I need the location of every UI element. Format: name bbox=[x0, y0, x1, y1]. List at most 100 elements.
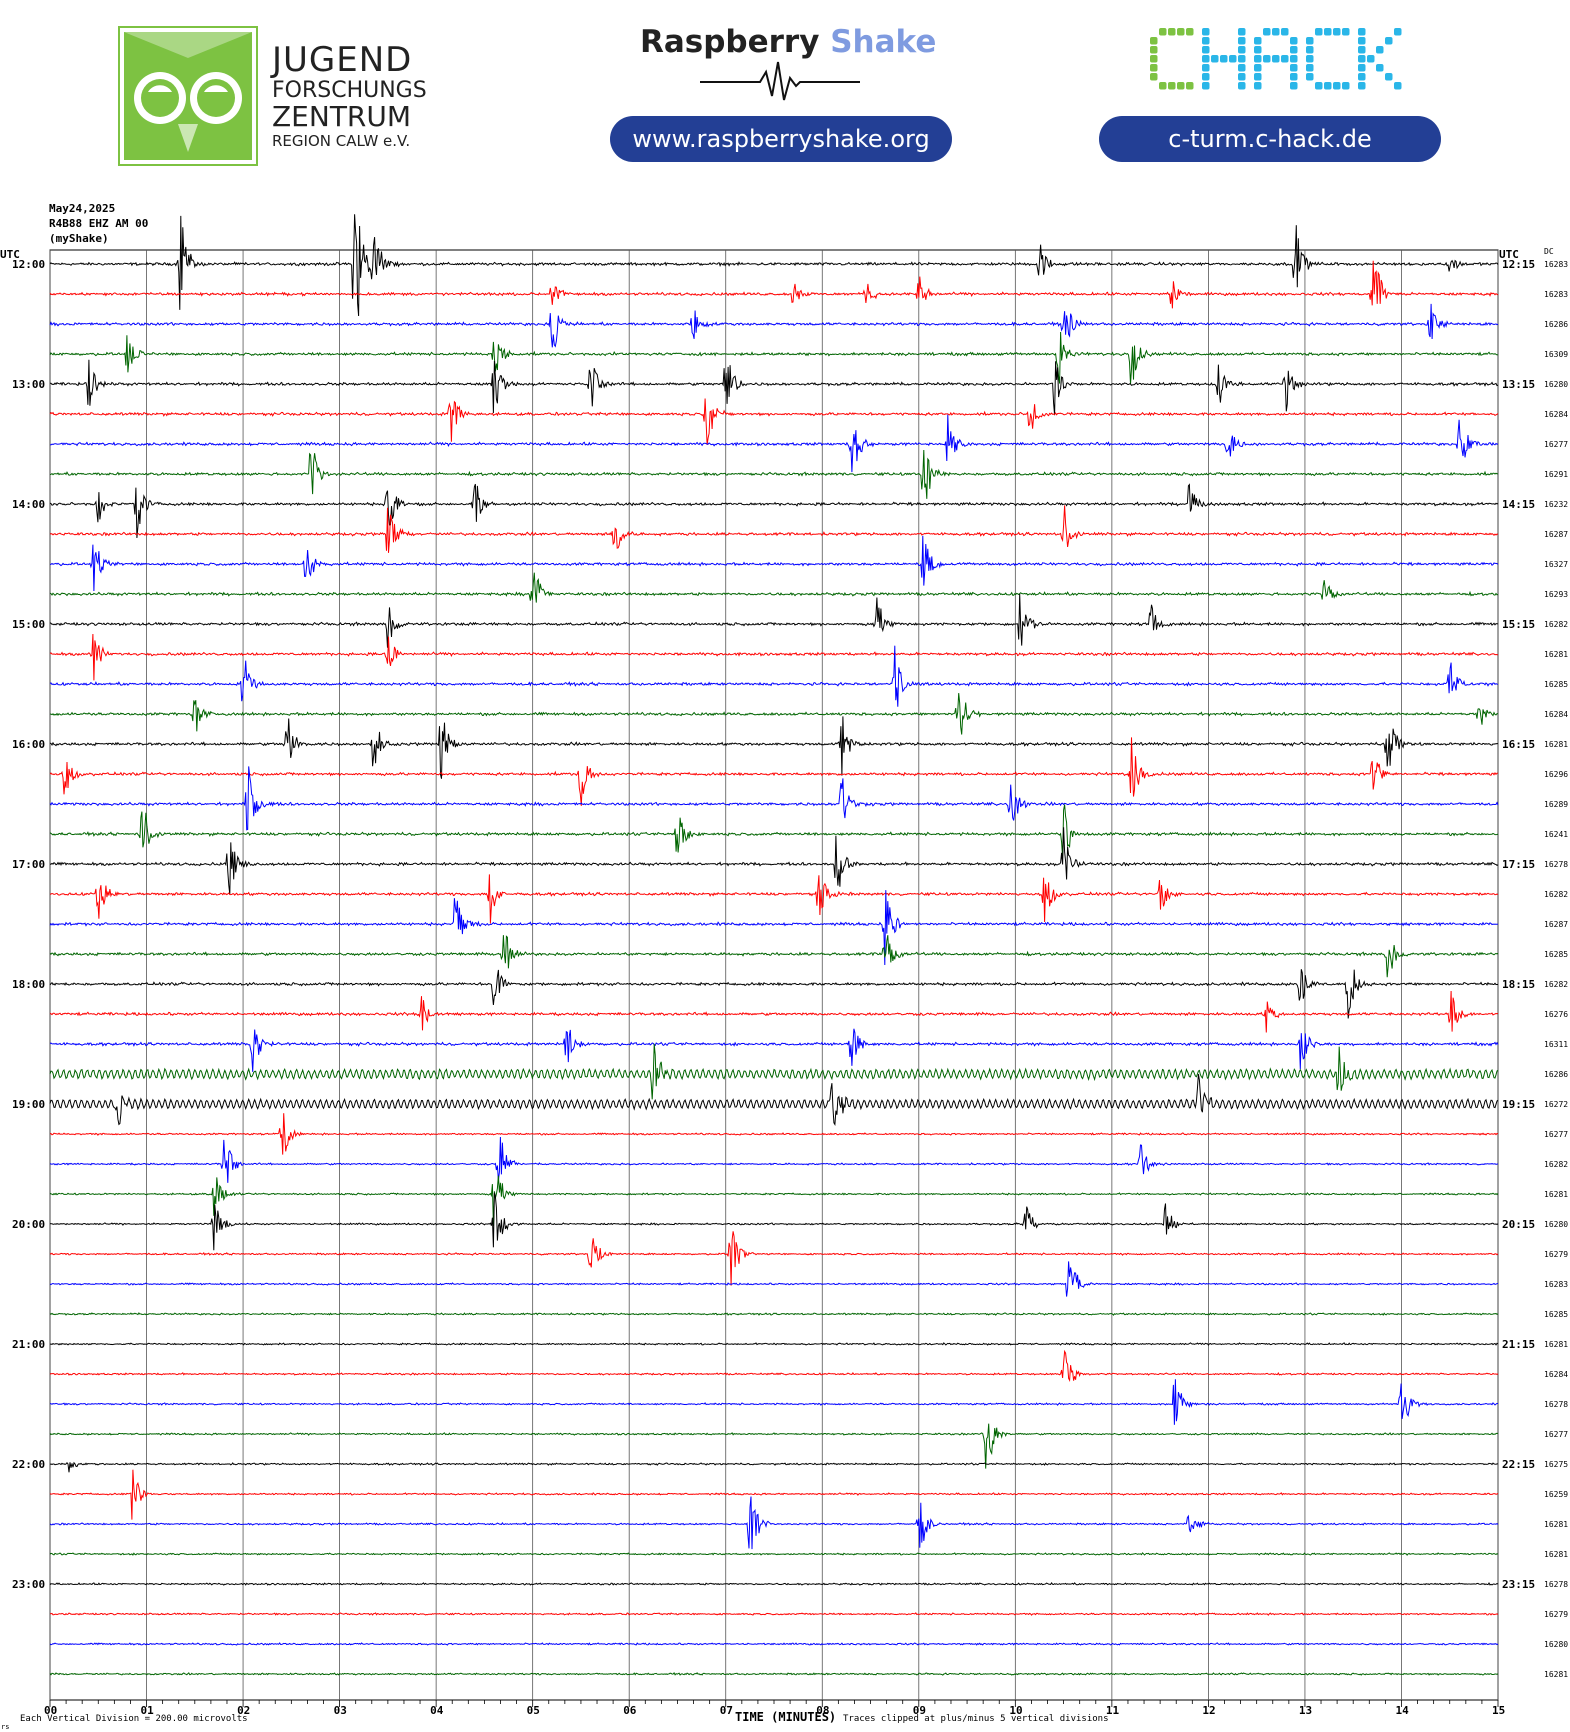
right-hour-label: 15:15 bbox=[1502, 618, 1535, 631]
dc-value: 16280 bbox=[1544, 1640, 1568, 1649]
dc-value: 16284 bbox=[1544, 1370, 1568, 1379]
dc-value: 16241 bbox=[1544, 830, 1568, 839]
x-tick-label: 07 bbox=[720, 1704, 733, 1717]
chack-logo-pixel bbox=[1394, 28, 1402, 36]
right-hour-label: 23:15 bbox=[1502, 1578, 1535, 1591]
chack-logo-pixel bbox=[1324, 28, 1332, 36]
chack-logo-pixel bbox=[1367, 55, 1375, 63]
chack-logo-pixel bbox=[1358, 64, 1366, 72]
trace-line-10 bbox=[49, 535, 1499, 592]
chack-logo-pixel bbox=[1202, 28, 1210, 36]
dc-label: DC bbox=[1544, 247, 1554, 256]
x-tick-label: 00 bbox=[44, 1704, 57, 1717]
chack-url-link[interactable]: c-turm.c-hack.de bbox=[1099, 116, 1441, 162]
chack-logo-pixel bbox=[1150, 73, 1158, 81]
right-hour-label: 14:15 bbox=[1502, 498, 1535, 511]
x-tick-label: 01 bbox=[141, 1704, 155, 1717]
dc-value: 16281 bbox=[1544, 1520, 1568, 1529]
trace-line-38 bbox=[49, 1379, 1499, 1425]
dc-value: 16281 bbox=[1544, 1670, 1568, 1679]
trace-line-7 bbox=[49, 449, 1499, 499]
right-hour-label: 19:15 bbox=[1502, 1098, 1535, 1111]
x-tick-label: 02 bbox=[237, 1704, 250, 1717]
dc-value: 16284 bbox=[1544, 710, 1568, 719]
jfz-owl-logo bbox=[118, 26, 258, 166]
chack-logo-pixel bbox=[1376, 64, 1384, 72]
trace-line-8 bbox=[49, 483, 1499, 539]
dc-value: 16278 bbox=[1544, 1580, 1568, 1589]
dc-value: 16285 bbox=[1544, 680, 1568, 689]
left-hour-label: 17:00 bbox=[12, 858, 45, 871]
rs-url-link[interactable]: www.raspberryshake.org bbox=[610, 116, 952, 162]
trace-line-9 bbox=[49, 505, 1499, 553]
chack-logo-pixel bbox=[1238, 37, 1246, 45]
chack-logo-pixel bbox=[1315, 28, 1323, 36]
dc-value: 16276 bbox=[1544, 1010, 1568, 1019]
dc-value: 16282 bbox=[1544, 620, 1568, 629]
chack-logo-pixel bbox=[1177, 28, 1185, 36]
dc-value: 16281 bbox=[1544, 650, 1568, 659]
seismogram-icon bbox=[700, 61, 860, 101]
trace-line-39 bbox=[49, 1423, 1499, 1469]
dc-value: 16283 bbox=[1544, 1280, 1568, 1289]
trace-line-34 bbox=[49, 1261, 1499, 1297]
dc-value: 16275 bbox=[1544, 1460, 1568, 1469]
left-hour-label: 21:00 bbox=[12, 1338, 45, 1351]
trace-line-5 bbox=[49, 398, 1499, 445]
jfz-line2: FORSCHUNGS bbox=[272, 78, 427, 103]
chack-logo-pixel bbox=[1238, 73, 1246, 81]
jfz-line1: JUGEND bbox=[272, 40, 413, 80]
dc-value: 16232 bbox=[1544, 500, 1568, 509]
chack-logo-pixel bbox=[1306, 73, 1314, 81]
x-tick-label: 05 bbox=[527, 1704, 540, 1717]
chack-logo-pixel bbox=[1229, 55, 1237, 63]
dc-value: 16284 bbox=[1544, 410, 1568, 419]
trace-line-15 bbox=[49, 693, 1499, 735]
chack-logo-pixel bbox=[1202, 55, 1210, 63]
trace-line-43 bbox=[49, 1552, 1499, 1556]
chack-logo-pixel bbox=[1263, 55, 1271, 63]
trace-line-40 bbox=[49, 1461, 1498, 1473]
footer-left: Each Vertical Division = 200.00 microvol… bbox=[20, 1714, 248, 1724]
dc-value: 16311 bbox=[1544, 1040, 1568, 1049]
dc-value: 16287 bbox=[1544, 530, 1568, 539]
dc-value: 16277 bbox=[1544, 1430, 1568, 1439]
dc-value: 16282 bbox=[1544, 980, 1568, 989]
dc-value: 16283 bbox=[1544, 290, 1568, 299]
chack-logo-pixel bbox=[1306, 46, 1314, 54]
trace-line-42 bbox=[49, 1496, 1499, 1550]
chack-logo-pixel bbox=[1254, 64, 1262, 72]
chack-logo-pixel bbox=[1254, 37, 1262, 45]
chack-logo-pixel bbox=[1385, 73, 1393, 81]
dc-value: 16277 bbox=[1544, 1130, 1568, 1139]
dc-value: 16278 bbox=[1544, 860, 1568, 869]
trace-line-3 bbox=[49, 331, 1499, 385]
plot-frame bbox=[49, 249, 1499, 1701]
dc-value: 16289 bbox=[1544, 800, 1568, 809]
chack-logo-pixel bbox=[1394, 82, 1402, 90]
x-tick-label: 11 bbox=[1106, 1704, 1120, 1717]
rs-logo-word2: Shake bbox=[830, 24, 937, 60]
right-hour-label: 17:15 bbox=[1502, 858, 1535, 871]
chack-logo-pixel bbox=[1333, 28, 1341, 36]
chack-logo-pixel bbox=[1272, 55, 1280, 63]
chack-logo-pixel bbox=[1306, 55, 1314, 63]
chack-logo-pixel bbox=[1150, 46, 1158, 54]
trace-line-31 bbox=[49, 1175, 1499, 1227]
dc-value: 16280 bbox=[1544, 380, 1568, 389]
trace-line-20 bbox=[49, 827, 1499, 895]
trace-line-12 bbox=[49, 593, 1499, 648]
chack-logo-pixel bbox=[1177, 82, 1185, 90]
dc-value: 16281 bbox=[1544, 740, 1568, 749]
chack-logo-pixel bbox=[1220, 55, 1228, 63]
trace-line-13 bbox=[49, 633, 1499, 681]
chack-logo bbox=[1150, 28, 1402, 90]
chack-logo-pixel bbox=[1238, 55, 1246, 63]
dc-value: 16283 bbox=[1544, 260, 1568, 269]
chart-title: May24,2025 bbox=[49, 202, 115, 215]
chack-logo-pixel bbox=[1333, 82, 1341, 90]
chack-logo-pixel bbox=[1186, 82, 1194, 90]
trace-line-46 bbox=[49, 1642, 1499, 1646]
chack-logo-pixel bbox=[1342, 28, 1350, 36]
trace-line-44 bbox=[49, 1581, 1499, 1586]
